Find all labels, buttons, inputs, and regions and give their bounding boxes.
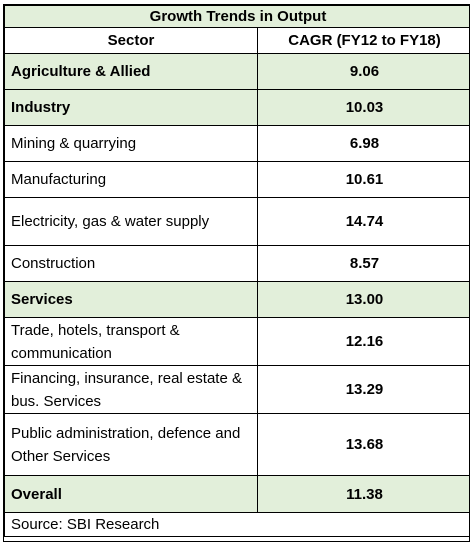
row-label: Mining & quarrying: [4, 125, 258, 162]
table-row-financing: Financing, insurance, real estate & bus.…: [4, 365, 469, 414]
growth-trends-table: Growth Trends in Output Sector CAGR (FY1…: [4, 5, 469, 537]
table-row-services: Services 13.00: [4, 281, 469, 318]
table-row-trade: Trade, hotels, transport & communication…: [4, 317, 469, 366]
row-label: Manufacturing: [4, 161, 258, 198]
growth-trends-table-frame: Growth Trends in Output Sector CAGR (FY1…: [3, 4, 470, 542]
column-header-sector: Sector: [4, 27, 258, 54]
row-value: 13.29: [257, 365, 469, 414]
table-header-row: Sector CAGR (FY12 to FY18): [4, 27, 469, 54]
row-label: Financing, insurance, real estate & bus.…: [4, 365, 258, 414]
row-value: 10.61: [257, 161, 469, 198]
table-row-electricity: Electricity, gas & water supply 14.74: [4, 197, 469, 246]
row-value: 14.74: [257, 197, 469, 246]
table-title: Growth Trends in Output: [4, 5, 469, 28]
row-label: Construction: [4, 245, 258, 282]
column-header-cagr: CAGR (FY12 to FY18): [257, 27, 469, 54]
row-label: Public administration, defence and Other…: [4, 413, 258, 476]
row-label: Services: [4, 281, 258, 318]
row-label: Electricity, gas & water supply: [4, 197, 258, 246]
table-row-public-administration: Public administration, defence and Other…: [4, 413, 469, 476]
row-label: Industry: [4, 89, 258, 126]
row-label: Trade, hotels, transport & communication: [4, 317, 258, 366]
row-value: 8.57: [257, 245, 469, 282]
table-row-overall: Overall 11.38: [4, 475, 469, 513]
table-row-agriculture: Agriculture & Allied 9.06: [4, 53, 469, 90]
table-row-industry: Industry 10.03: [4, 89, 469, 126]
row-label: Agriculture & Allied: [4, 53, 258, 90]
table-row-mining: Mining & quarrying 6.98: [4, 125, 469, 162]
row-value: 13.00: [257, 281, 469, 318]
row-value: 12.16: [257, 317, 469, 366]
source-note: Source: SBI Research: [4, 512, 469, 537]
row-label: Overall: [4, 475, 258, 513]
source-row: Source: SBI Research: [4, 512, 469, 537]
row-value: 10.03: [257, 89, 469, 126]
row-value: 13.68: [257, 413, 469, 476]
table-title-row: Growth Trends in Output: [4, 5, 469, 28]
row-value: 11.38: [257, 475, 469, 513]
table-row-construction: Construction 8.57: [4, 245, 469, 282]
row-value: 6.98: [257, 125, 469, 162]
row-value: 9.06: [257, 53, 469, 90]
table-row-manufacturing: Manufacturing 10.61: [4, 161, 469, 198]
